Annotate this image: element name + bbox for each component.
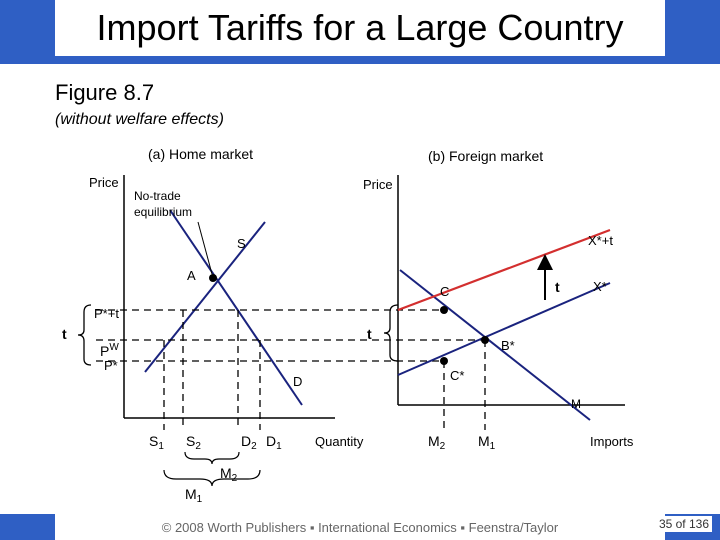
- demand-label: D: [293, 374, 302, 389]
- pw-label: PW: [100, 342, 119, 359]
- tariff-supply-curve: [397, 228, 611, 312]
- figure-label: Figure 8.7: [55, 80, 155, 105]
- m2-brace: [184, 451, 240, 465]
- panel-a-quantity-label: Quantity: [315, 434, 364, 449]
- m-curve-label: M: [571, 397, 581, 411]
- footer-copyright: © 2008 Worth Publishers ▪ International …: [55, 514, 665, 540]
- m1-right-label: M1: [478, 433, 496, 452]
- no-trade-label-line2: equilibrium: [134, 205, 192, 219]
- m2-left-label: M2: [220, 465, 238, 484]
- xstar-label: X*: [593, 279, 607, 294]
- m1-left-label: M1: [185, 486, 203, 505]
- point-a: [209, 274, 217, 282]
- supply-curve: [144, 221, 266, 373]
- s2-label: S2: [186, 433, 201, 452]
- m2-right-label: M2: [428, 433, 446, 452]
- left-brace: [77, 304, 92, 366]
- panel-a-price-label: Price: [89, 175, 119, 190]
- no-trade-label-line1: No-trade: [134, 189, 181, 203]
- pstar-t-label: P*+t: [94, 306, 119, 321]
- middle-t-label: t: [367, 326, 372, 342]
- title-box: Import Tariffs for a Large Country: [55, 0, 665, 56]
- no-trade-pointer: [197, 221, 213, 275]
- point-cstar-label: C*: [450, 368, 464, 383]
- left-t-label: t: [62, 326, 67, 342]
- panel-b-title: (b) Foreign market: [428, 148, 543, 164]
- point-c-label: C: [440, 284, 449, 299]
- middle-brace: [383, 304, 399, 362]
- tariff-t-label: t: [555, 279, 560, 295]
- m1-brace: [163, 469, 261, 487]
- s1-label: S1: [149, 433, 164, 452]
- supply-label: S: [237, 236, 246, 251]
- d2-label: D2: [241, 433, 257, 452]
- panel-b-price-label: Price: [363, 177, 393, 192]
- point-a-label: A: [187, 268, 196, 283]
- d1-label: D1: [266, 433, 282, 452]
- point-bstar-label: B*: [501, 338, 515, 353]
- point-c: [440, 306, 448, 314]
- figure-subtitle: (without welfare effects): [55, 111, 224, 128]
- pstar-label: P*: [104, 358, 118, 373]
- demand-curve: [169, 209, 303, 406]
- import-demand-curve: [399, 269, 591, 421]
- xstar-t-label: X*+t: [588, 233, 613, 248]
- page-number: 35 of 136: [655, 516, 712, 532]
- panel-b-imports-label: Imports: [590, 434, 634, 449]
- slide-title: Import Tariffs for a Large Country: [96, 7, 624, 48]
- foreign-export-supply-curve: [397, 282, 611, 376]
- panel-a-title: (a) Home market: [148, 146, 253, 162]
